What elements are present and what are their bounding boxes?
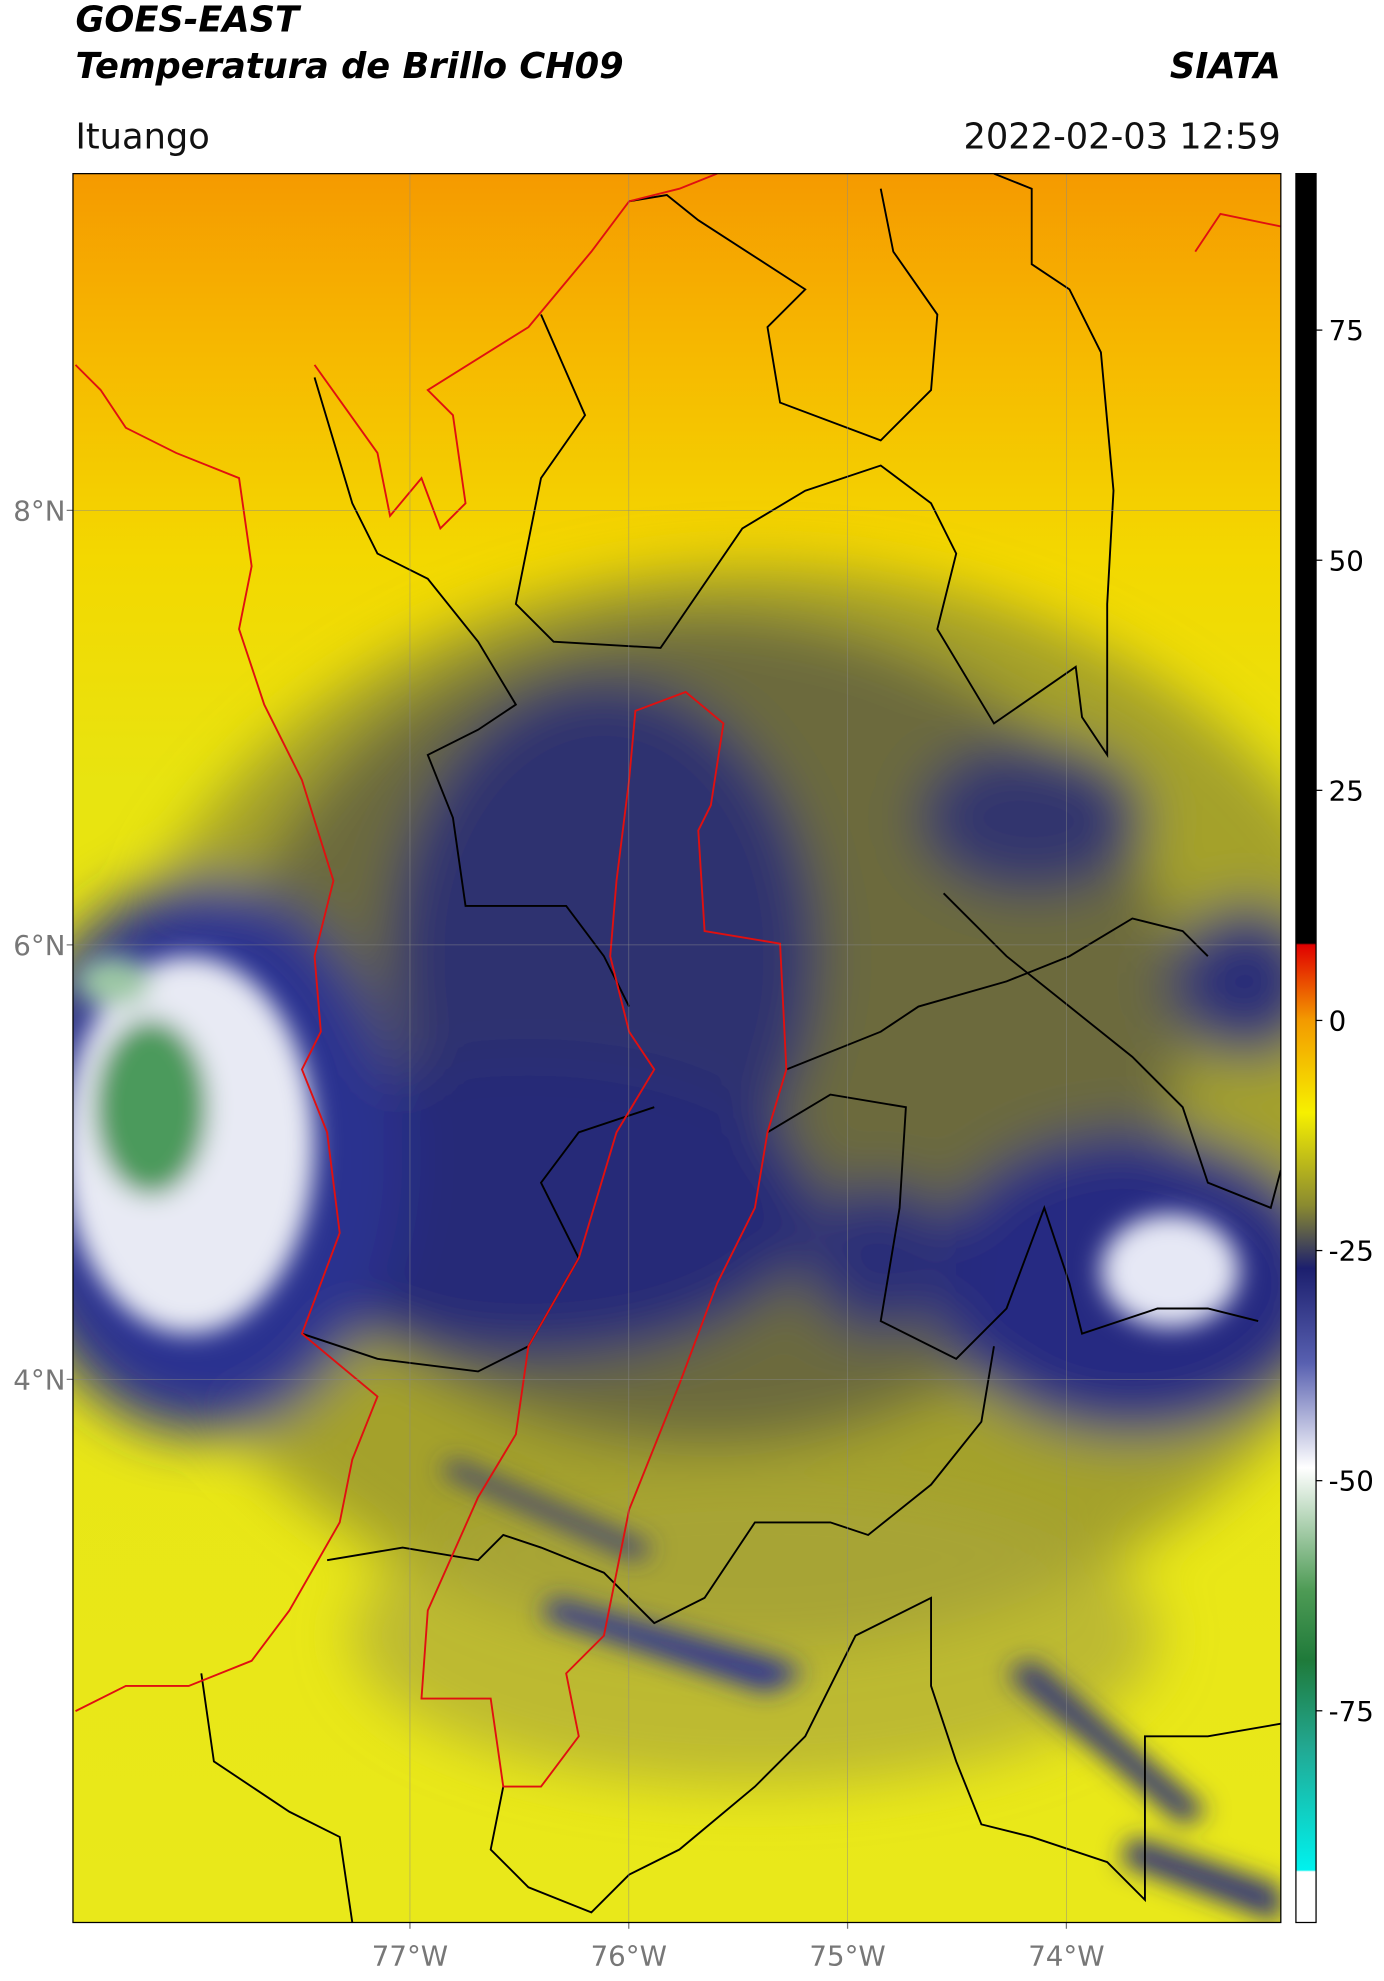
graticule (66, 173, 1281, 1929)
colorbar-tick-label: -50 (1329, 1465, 1374, 1498)
colorbar-tick-label: -25 (1329, 1235, 1374, 1268)
lon-tick-label: 77°W (372, 1939, 448, 1972)
colorbar-tick-label: 50 (1329, 544, 1364, 577)
map-frame (72, 172, 1282, 1924)
lon-tick-label: 74°W (1028, 1939, 1104, 1972)
satellite-image (72, 173, 1281, 1923)
lat-tick-label: 6°N (13, 929, 65, 962)
lat-tick-label: 4°N (13, 1363, 65, 1396)
colorbar-tick-label: -75 (1329, 1695, 1374, 1728)
datetime: 2022-02-03 12:59 (963, 116, 1280, 157)
colorbar (1295, 172, 1317, 1924)
lat-tick-label: 8°N (13, 494, 65, 527)
colorbar-tick-label: 0 (1329, 1005, 1347, 1038)
source: SIATA (1170, 46, 1281, 87)
colorbar-tick-label: 25 (1329, 774, 1364, 807)
lon-tick-label: 75°W (809, 1939, 885, 1972)
axis-labels: 8°N 6°N 4°N 77°W 76°W 75°W 74°W 75 50 25 0 -25 -50 -7… (13, 314, 1374, 1972)
colorbar-tick-label: 75 (1329, 314, 1364, 347)
title: GOES-EAST (75, 0, 302, 40)
lon-tick-label: 76°W (591, 1939, 667, 1972)
location: Ituango (75, 116, 209, 157)
subtitle: Temperatura de Brillo CH09 (75, 46, 623, 87)
